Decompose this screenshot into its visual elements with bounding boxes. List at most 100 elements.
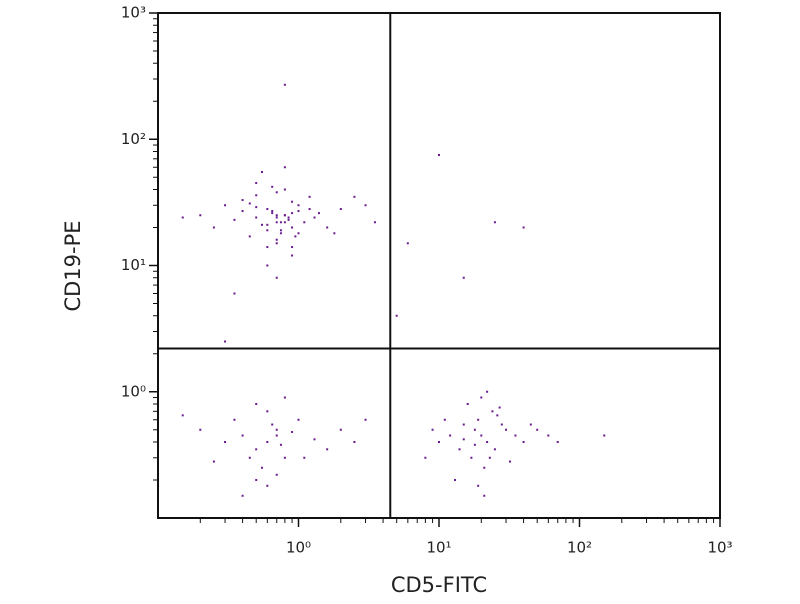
event-dot <box>283 221 286 224</box>
event-dot <box>493 221 496 224</box>
event-dot <box>505 428 508 431</box>
event-dot <box>496 414 499 417</box>
event-dot <box>271 423 274 426</box>
event-dot <box>470 456 473 459</box>
event-dot <box>438 154 440 157</box>
event-dot <box>508 460 511 463</box>
event-dot <box>275 221 278 224</box>
event-dot <box>353 195 356 198</box>
event-dot <box>313 216 316 219</box>
event-dot <box>224 204 227 207</box>
y-tick-label: 10⁰ <box>121 382 146 400</box>
event-dot <box>275 242 278 245</box>
x-tick-label: 10² <box>567 539 592 557</box>
event-dot <box>318 212 321 215</box>
event-dot <box>373 221 376 224</box>
event-dot <box>233 218 236 221</box>
event-dot <box>279 229 282 232</box>
event-dot <box>438 440 440 443</box>
event-dot <box>462 276 465 279</box>
event-dot <box>287 216 290 219</box>
y-tick-label: 10³ <box>121 4 146 22</box>
event-dot <box>283 188 286 191</box>
event-dot <box>297 418 300 421</box>
event-dot <box>294 235 297 238</box>
event-dot <box>279 232 282 235</box>
event-dot <box>522 440 525 443</box>
event-dot <box>333 232 336 235</box>
event-dot <box>339 208 342 211</box>
event-dot <box>287 218 290 221</box>
y-tick-label: 10² <box>121 130 146 148</box>
event-dot <box>303 456 306 459</box>
event-dot <box>266 264 269 267</box>
event-dot <box>483 466 486 469</box>
event-dot <box>556 440 559 443</box>
event-dot <box>266 440 269 443</box>
event-dot <box>266 208 269 211</box>
event-dot <box>212 460 215 463</box>
event-dot <box>491 410 494 413</box>
event-dot <box>297 210 300 213</box>
event-dot <box>283 396 286 399</box>
event-dot <box>449 434 452 437</box>
event-dot <box>424 456 427 459</box>
event-dot <box>275 473 278 476</box>
event-dot <box>283 83 286 86</box>
event-dot <box>339 428 342 431</box>
event-dot <box>291 254 294 257</box>
event-dot <box>248 456 251 459</box>
event-dot <box>275 214 278 217</box>
event-dot <box>500 423 503 426</box>
event-dot <box>406 242 409 245</box>
event-dot <box>266 410 269 413</box>
event-dot <box>529 423 532 426</box>
event-dot <box>279 443 282 446</box>
event-dot <box>224 340 227 343</box>
event-dot <box>233 418 236 421</box>
event-dot <box>261 171 264 174</box>
event-dot <box>395 314 398 317</box>
event-dot <box>255 448 258 451</box>
event-dot <box>271 210 274 213</box>
event-dot <box>241 210 244 213</box>
event-dot <box>275 238 278 241</box>
event-dot <box>297 204 300 207</box>
x-tick-label: 10³ <box>707 539 732 557</box>
event-dot <box>498 406 501 409</box>
event-dot <box>275 428 278 431</box>
event-dot <box>266 246 269 249</box>
event-dot <box>326 448 329 451</box>
event-dot <box>224 440 227 443</box>
event-dot <box>326 226 329 229</box>
event-dot <box>473 443 476 446</box>
event-dot <box>458 448 461 451</box>
event-dot <box>308 208 311 211</box>
event-dot <box>477 418 480 421</box>
event-dot <box>233 292 236 295</box>
event-dot <box>486 440 489 443</box>
event-dot <box>271 185 274 188</box>
event-dot <box>291 212 294 215</box>
y-tick-label: 10¹ <box>121 256 146 274</box>
event-dot <box>255 216 258 219</box>
event-dot <box>313 438 316 441</box>
event-dot <box>283 456 286 459</box>
event-dot <box>199 428 202 431</box>
event-dot <box>283 166 286 169</box>
event-dot <box>261 466 264 469</box>
event-dot <box>291 246 294 249</box>
event-dot <box>466 402 469 405</box>
event-dot <box>255 182 258 185</box>
event-dot <box>255 478 258 481</box>
event-dot <box>283 214 286 217</box>
event-dot <box>483 494 486 497</box>
event-dot <box>547 434 550 437</box>
event-dot <box>248 202 251 205</box>
y-axis-title: CD19-PE <box>61 220 85 311</box>
event-dot <box>431 428 434 431</box>
event-dot <box>308 195 311 198</box>
event-dot <box>486 390 489 393</box>
event-dot <box>275 216 278 219</box>
